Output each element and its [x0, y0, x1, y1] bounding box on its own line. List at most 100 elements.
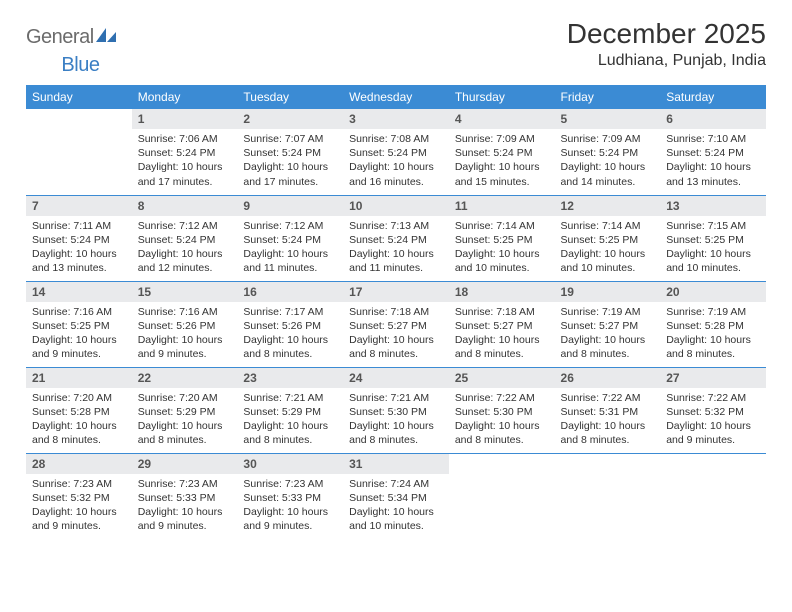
day-cell: 4Sunrise: 7:09 AMSunset: 5:24 PMDaylight…: [449, 109, 555, 195]
day-info: Sunrise: 7:23 AMSunset: 5:32 PMDaylight:…: [26, 474, 132, 538]
day-cell: 12Sunrise: 7:14 AMSunset: 5:25 PMDayligh…: [555, 195, 661, 281]
day-info: Sunrise: 7:19 AMSunset: 5:27 PMDaylight:…: [555, 302, 661, 366]
day-info: Sunrise: 7:17 AMSunset: 5:26 PMDaylight:…: [237, 302, 343, 366]
dow-wed: Wednesday: [343, 85, 449, 109]
week-row: 21Sunrise: 7:20 AMSunset: 5:28 PMDayligh…: [26, 367, 766, 453]
day-info: Sunrise: 7:18 AMSunset: 5:27 PMDaylight:…: [343, 302, 449, 366]
dow-mon: Monday: [132, 85, 238, 109]
title-block: December 2025 Ludhiana, Punjab, India: [567, 18, 766, 70]
dow-row: Sunday Monday Tuesday Wednesday Thursday…: [26, 85, 766, 109]
day-number: 22: [132, 368, 238, 388]
empty-cell: [449, 453, 555, 539]
day-info: Sunrise: 7:14 AMSunset: 5:25 PMDaylight:…: [555, 216, 661, 280]
day-cell: 18Sunrise: 7:18 AMSunset: 5:27 PMDayligh…: [449, 281, 555, 367]
day-info: Sunrise: 7:23 AMSunset: 5:33 PMDaylight:…: [132, 474, 238, 538]
dow-sun: Sunday: [26, 85, 132, 109]
brand-logo: General: [26, 18, 120, 49]
day-cell: 7Sunrise: 7:11 AMSunset: 5:24 PMDaylight…: [26, 195, 132, 281]
day-cell: 13Sunrise: 7:15 AMSunset: 5:25 PMDayligh…: [660, 195, 766, 281]
day-number: 25: [449, 368, 555, 388]
day-number: 3: [343, 109, 449, 129]
day-info: Sunrise: 7:18 AMSunset: 5:27 PMDaylight:…: [449, 302, 555, 366]
calendar-body: 1Sunrise: 7:06 AMSunset: 5:24 PMDaylight…: [26, 109, 766, 539]
day-info: Sunrise: 7:07 AMSunset: 5:24 PMDaylight:…: [237, 129, 343, 193]
day-info: Sunrise: 7:14 AMSunset: 5:25 PMDaylight:…: [449, 216, 555, 280]
day-number: 27: [660, 368, 766, 388]
day-cell: 3Sunrise: 7:08 AMSunset: 5:24 PMDaylight…: [343, 109, 449, 195]
day-cell: 9Sunrise: 7:12 AMSunset: 5:24 PMDaylight…: [237, 195, 343, 281]
day-info: Sunrise: 7:24 AMSunset: 5:34 PMDaylight:…: [343, 474, 449, 538]
dow-thu: Thursday: [449, 85, 555, 109]
empty-cell: [26, 109, 132, 195]
day-info: Sunrise: 7:22 AMSunset: 5:32 PMDaylight:…: [660, 388, 766, 452]
day-number: 4: [449, 109, 555, 129]
day-info: Sunrise: 7:22 AMSunset: 5:31 PMDaylight:…: [555, 388, 661, 452]
day-cell: 20Sunrise: 7:19 AMSunset: 5:28 PMDayligh…: [660, 281, 766, 367]
day-info: Sunrise: 7:12 AMSunset: 5:24 PMDaylight:…: [132, 216, 238, 280]
day-cell: 31Sunrise: 7:24 AMSunset: 5:34 PMDayligh…: [343, 453, 449, 539]
day-cell: 8Sunrise: 7:12 AMSunset: 5:24 PMDaylight…: [132, 195, 238, 281]
day-number: 16: [237, 282, 343, 302]
day-cell: 23Sunrise: 7:21 AMSunset: 5:29 PMDayligh…: [237, 367, 343, 453]
day-info: Sunrise: 7:10 AMSunset: 5:24 PMDaylight:…: [660, 129, 766, 193]
day-info: Sunrise: 7:06 AMSunset: 5:24 PMDaylight:…: [132, 129, 238, 193]
day-info: Sunrise: 7:11 AMSunset: 5:24 PMDaylight:…: [26, 216, 132, 280]
day-number: 1: [132, 109, 238, 129]
week-row: 28Sunrise: 7:23 AMSunset: 5:32 PMDayligh…: [26, 453, 766, 539]
sail-icon: [96, 26, 118, 49]
day-info: Sunrise: 7:20 AMSunset: 5:28 PMDaylight:…: [26, 388, 132, 452]
day-cell: 6Sunrise: 7:10 AMSunset: 5:24 PMDaylight…: [660, 109, 766, 195]
location: Ludhiana, Punjab, India: [567, 52, 766, 70]
day-number: 21: [26, 368, 132, 388]
day-cell: 30Sunrise: 7:23 AMSunset: 5:33 PMDayligh…: [237, 453, 343, 539]
day-number: 23: [237, 368, 343, 388]
day-number: 24: [343, 368, 449, 388]
day-number: 7: [26, 196, 132, 216]
day-cell: 28Sunrise: 7:23 AMSunset: 5:32 PMDayligh…: [26, 453, 132, 539]
calendar-page: General December 2025 Ludhiana, Punjab, …: [0, 0, 792, 549]
day-number: 10: [343, 196, 449, 216]
day-number: 14: [26, 282, 132, 302]
day-number: 18: [449, 282, 555, 302]
dow-fri: Friday: [555, 85, 661, 109]
day-cell: 1Sunrise: 7:06 AMSunset: 5:24 PMDaylight…: [132, 109, 238, 195]
empty-cell: [660, 453, 766, 539]
week-row: 7Sunrise: 7:11 AMSunset: 5:24 PMDaylight…: [26, 195, 766, 281]
empty-cell: [555, 453, 661, 539]
day-number: 12: [555, 196, 661, 216]
day-cell: 24Sunrise: 7:21 AMSunset: 5:30 PMDayligh…: [343, 367, 449, 453]
day-info: Sunrise: 7:15 AMSunset: 5:25 PMDaylight:…: [660, 216, 766, 280]
day-cell: 25Sunrise: 7:22 AMSunset: 5:30 PMDayligh…: [449, 367, 555, 453]
day-info: Sunrise: 7:21 AMSunset: 5:30 PMDaylight:…: [343, 388, 449, 452]
day-info: Sunrise: 7:09 AMSunset: 5:24 PMDaylight:…: [555, 129, 661, 193]
day-info: Sunrise: 7:16 AMSunset: 5:25 PMDaylight:…: [26, 302, 132, 366]
day-cell: 16Sunrise: 7:17 AMSunset: 5:26 PMDayligh…: [237, 281, 343, 367]
day-info: Sunrise: 7:16 AMSunset: 5:26 PMDaylight:…: [132, 302, 238, 366]
day-number: 9: [237, 196, 343, 216]
day-info: Sunrise: 7:23 AMSunset: 5:33 PMDaylight:…: [237, 474, 343, 538]
day-number: 29: [132, 454, 238, 474]
day-cell: 22Sunrise: 7:20 AMSunset: 5:29 PMDayligh…: [132, 367, 238, 453]
day-number: 19: [555, 282, 661, 302]
day-cell: 19Sunrise: 7:19 AMSunset: 5:27 PMDayligh…: [555, 281, 661, 367]
brand-word1: General: [26, 26, 94, 49]
day-number: 26: [555, 368, 661, 388]
day-cell: 27Sunrise: 7:22 AMSunset: 5:32 PMDayligh…: [660, 367, 766, 453]
calendar-table: Sunday Monday Tuesday Wednesday Thursday…: [26, 85, 766, 539]
day-cell: 26Sunrise: 7:22 AMSunset: 5:31 PMDayligh…: [555, 367, 661, 453]
day-info: Sunrise: 7:22 AMSunset: 5:30 PMDaylight:…: [449, 388, 555, 452]
day-info: Sunrise: 7:20 AMSunset: 5:29 PMDaylight:…: [132, 388, 238, 452]
day-number: 20: [660, 282, 766, 302]
day-info: Sunrise: 7:09 AMSunset: 5:24 PMDaylight:…: [449, 129, 555, 193]
day-info: Sunrise: 7:21 AMSunset: 5:29 PMDaylight:…: [237, 388, 343, 452]
day-cell: 10Sunrise: 7:13 AMSunset: 5:24 PMDayligh…: [343, 195, 449, 281]
day-cell: 5Sunrise: 7:09 AMSunset: 5:24 PMDaylight…: [555, 109, 661, 195]
day-number: 28: [26, 454, 132, 474]
day-number: 30: [237, 454, 343, 474]
week-row: 1Sunrise: 7:06 AMSunset: 5:24 PMDaylight…: [26, 109, 766, 195]
month-title: December 2025: [567, 18, 766, 50]
day-cell: 29Sunrise: 7:23 AMSunset: 5:33 PMDayligh…: [132, 453, 238, 539]
day-info: Sunrise: 7:12 AMSunset: 5:24 PMDaylight:…: [237, 216, 343, 280]
day-cell: 15Sunrise: 7:16 AMSunset: 5:26 PMDayligh…: [132, 281, 238, 367]
day-cell: 21Sunrise: 7:20 AMSunset: 5:28 PMDayligh…: [26, 367, 132, 453]
